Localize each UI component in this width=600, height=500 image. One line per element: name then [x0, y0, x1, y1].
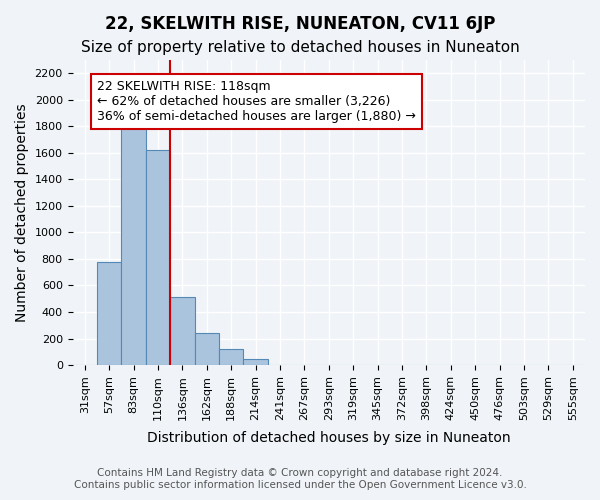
- Bar: [170, 298, 194, 365]
- Y-axis label: Number of detached properties: Number of detached properties: [15, 103, 29, 322]
- X-axis label: Distribution of detached houses by size in Nuneaton: Distribution of detached houses by size …: [147, 431, 511, 445]
- Text: Size of property relative to detached houses in Nuneaton: Size of property relative to detached ho…: [80, 40, 520, 55]
- Bar: [97, 262, 121, 365]
- Text: 22 SKELWITH RISE: 118sqm
← 62% of detached houses are smaller (3,226)
36% of sem: 22 SKELWITH RISE: 118sqm ← 62% of detach…: [97, 80, 416, 123]
- Text: 22, SKELWITH RISE, NUNEATON, CV11 6JP: 22, SKELWITH RISE, NUNEATON, CV11 6JP: [105, 15, 495, 33]
- Bar: [146, 150, 170, 365]
- Text: Contains HM Land Registry data © Crown copyright and database right 2024.
Contai: Contains HM Land Registry data © Crown c…: [74, 468, 526, 490]
- Bar: [219, 349, 244, 365]
- Bar: [194, 332, 219, 365]
- Bar: [244, 359, 268, 365]
- Bar: [121, 120, 146, 365]
